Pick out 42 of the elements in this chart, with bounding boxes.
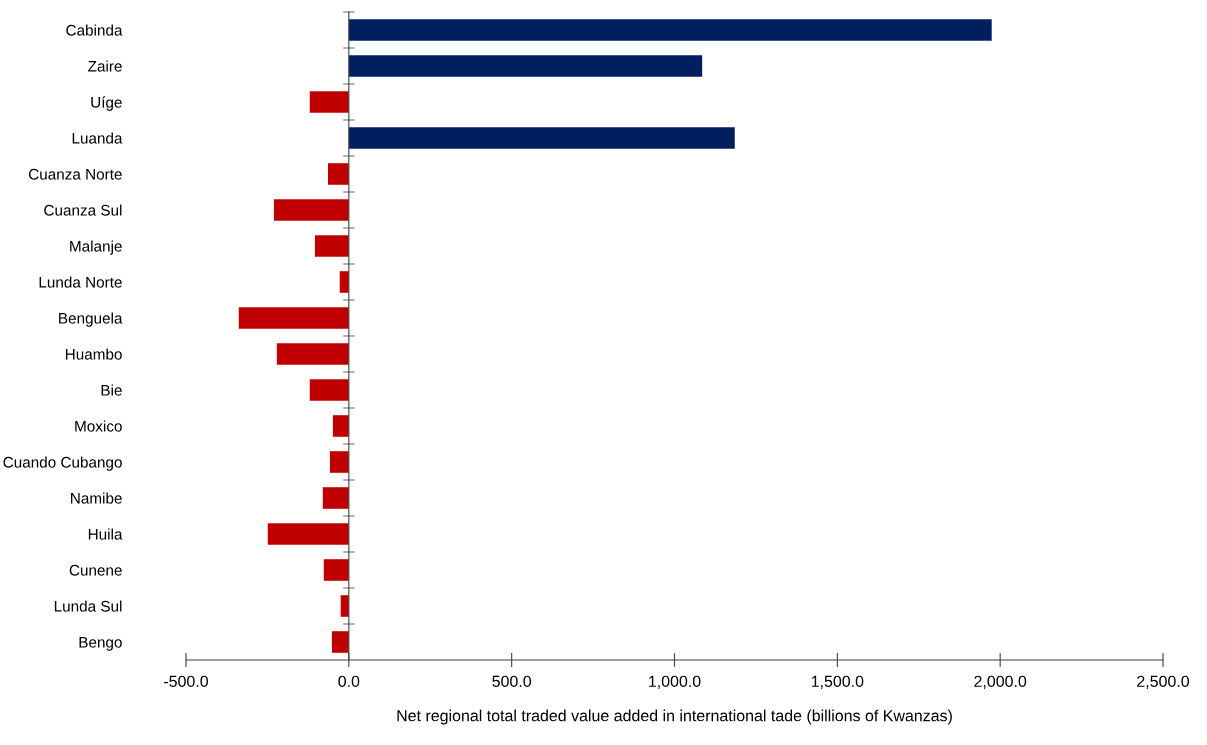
- y-tick-label: Moxico: [75, 420, 122, 432]
- y-tick-label: Malanje: [70, 240, 122, 255]
- y-tick-label: Cabinda: [66, 24, 123, 36]
- y-tick-label: Cuando Cubango: [3, 456, 122, 471]
- x-tick-label: 0.0: [338, 675, 360, 688]
- y-tick-label: Cuanza Norte: [28, 168, 122, 180]
- bar: [327, 163, 349, 185]
- bar: [238, 307, 349, 329]
- y-tick-label: Benguela: [59, 312, 123, 327]
- x-axis-title: Net regional total traded value added in international tade (billions of Kwanzas): [397, 709, 952, 725]
- bar: [329, 451, 349, 473]
- x-tick-label: 500.0: [492, 675, 532, 688]
- bar: [331, 631, 349, 653]
- bar: [309, 91, 349, 113]
- y-tick-label: Luanda: [72, 132, 123, 144]
- y-tick-label: Zaire: [88, 60, 122, 72]
- y-tick-label: Bengo: [79, 637, 122, 651]
- y-tick-label: Lunda Norte: [39, 276, 122, 288]
- bar: [348, 127, 735, 149]
- y-tick-label: Uíge: [91, 96, 122, 111]
- y-tick-label: Huambo: [65, 348, 122, 360]
- x-tick-label: -500.0: [164, 675, 209, 688]
- bar: [348, 19, 992, 41]
- bar: [323, 559, 349, 581]
- bar: [322, 487, 349, 509]
- x-tick-label: 2,500.0: [1137, 675, 1190, 689]
- bar: [276, 343, 349, 365]
- bar: [309, 379, 349, 401]
- bar: [332, 415, 349, 437]
- bar: [267, 523, 349, 545]
- x-tick-label: 1,500.0: [811, 675, 864, 689]
- y-tick-label: Cuanza Sul: [44, 204, 122, 216]
- bar: [314, 235, 349, 257]
- bar: [273, 199, 349, 221]
- x-tick-label: 1,000.0: [649, 675, 701, 689]
- x-tick-label: 2,000.0: [974, 675, 1027, 689]
- y-tick-label: Namibe: [71, 492, 122, 504]
- y-tick-label: Cunene: [69, 564, 122, 576]
- y-tick-label: Bie: [101, 384, 122, 396]
- y-tick-label: Lunda Sul: [54, 600, 122, 612]
- y-tick-label: Huila: [88, 528, 123, 540]
- bar: [348, 55, 703, 77]
